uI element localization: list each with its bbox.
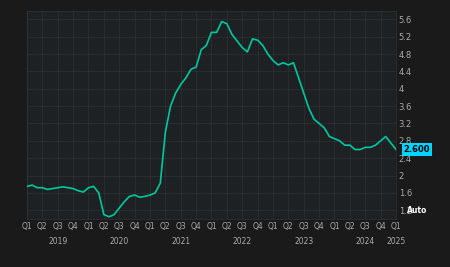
- Text: 2023: 2023: [294, 237, 313, 246]
- Text: 2024: 2024: [356, 237, 375, 246]
- Text: 2021: 2021: [171, 237, 190, 246]
- Text: Auto: Auto: [407, 206, 427, 215]
- Text: 2025: 2025: [387, 237, 405, 246]
- Text: 2022: 2022: [233, 237, 252, 246]
- Text: 2.600: 2.600: [404, 145, 430, 154]
- Text: 2019: 2019: [48, 237, 68, 246]
- Text: 2020: 2020: [110, 237, 129, 246]
